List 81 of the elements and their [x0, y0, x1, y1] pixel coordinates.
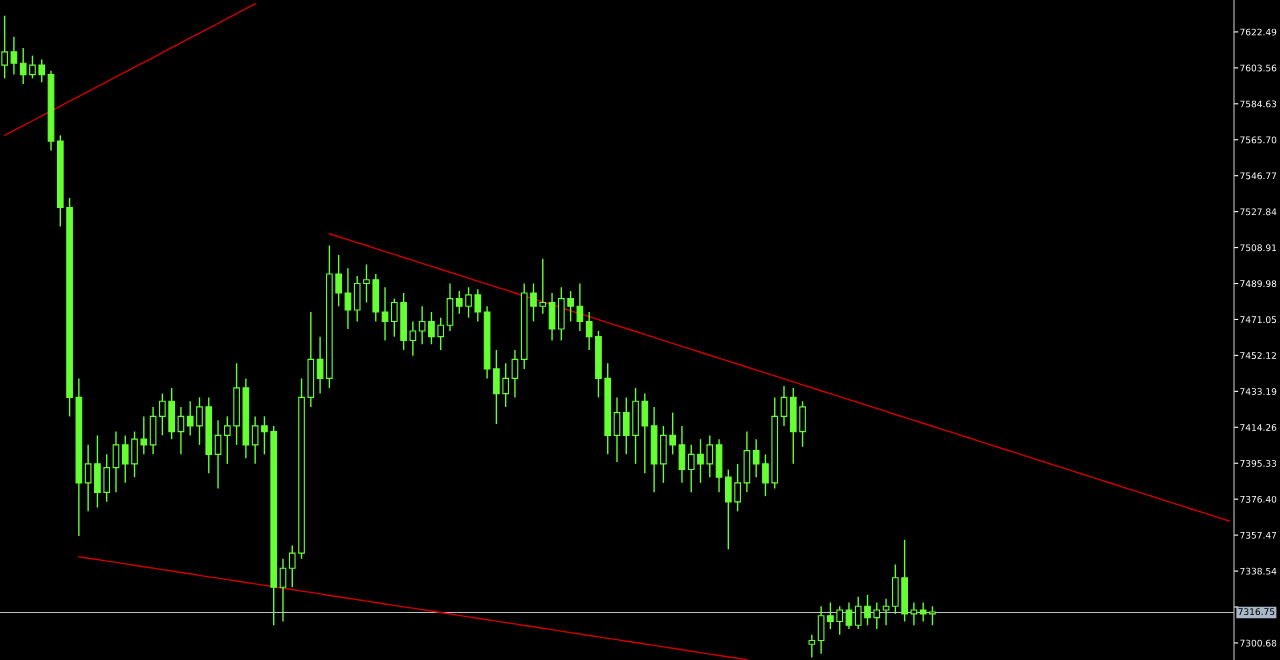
y-tick-label: 7357.47	[1240, 531, 1277, 539]
y-tick-label: 7546.77	[1240, 172, 1277, 180]
candlestick	[576, 282, 584, 332]
candlestick	[261, 415, 268, 456]
line-series	[3, 3, 256, 137]
y-tick-label: 7338.54	[1240, 567, 1277, 575]
y-tick-label: 7414.26	[1240, 424, 1277, 431]
candlestick	[288, 544, 296, 588]
candlestick	[780, 385, 788, 427]
candlestick	[465, 286, 472, 319]
candlestick	[882, 597, 890, 626]
candlestick	[929, 605, 936, 626]
candlestick	[585, 311, 593, 351]
y-tick-label: 7300.68	[1240, 639, 1277, 647]
candlestick	[390, 297, 398, 338]
candlestick	[418, 305, 426, 345]
candlestick	[121, 434, 129, 484]
candlestick	[29, 54, 36, 80]
candlestick	[177, 406, 185, 456]
candlestick	[697, 438, 704, 484]
candlestick	[1, 15, 8, 80]
line-series	[78, 556, 748, 660]
candlestick	[112, 430, 120, 494]
candlestick	[19, 47, 27, 85]
candlestick	[567, 290, 574, 323]
candlestick	[864, 594, 871, 626]
candlestick	[687, 444, 695, 494]
ref-line-label: 7316.75	[1238, 608, 1275, 616]
candlestick	[622, 396, 630, 456]
candlestick	[251, 415, 259, 465]
candlestick	[873, 601, 881, 630]
y-tick-label: 7452.12	[1240, 352, 1276, 359]
candlestick	[530, 282, 537, 323]
candlestick	[539, 258, 547, 315]
candlestick	[335, 254, 342, 307]
y-tick-label: 7433.19	[1240, 388, 1277, 395]
line-series	[328, 233, 1231, 522]
candlestick	[409, 320, 417, 357]
y-tick-label: 7395.33	[1240, 459, 1277, 467]
candlestick	[752, 438, 760, 478]
candlestick	[381, 286, 389, 342]
y-tick-label: 7376.40	[1240, 495, 1277, 503]
candlestick	[910, 601, 918, 626]
candlestick	[38, 58, 46, 83]
y-tick-label: 7508.91	[1240, 244, 1277, 252]
y-tick-label: 7584.63	[1240, 100, 1277, 108]
candlestick	[279, 558, 287, 623]
candlestick	[502, 362, 510, 408]
candlestick	[613, 396, 621, 463]
candlestick	[437, 316, 445, 351]
candlestick	[223, 415, 231, 465]
y-tick-label: 7603.56	[1240, 64, 1277, 72]
candlestick	[316, 335, 324, 395]
candlestick	[845, 601, 853, 630]
candlestick	[196, 396, 203, 446]
candlestick	[10, 35, 18, 76]
y-tick-label: 7471.05	[1240, 316, 1277, 324]
candlestick	[214, 419, 222, 490]
candlestick	[455, 290, 463, 315]
candlestick	[808, 634, 816, 659]
candlestick	[428, 311, 435, 345]
candlestick	[474, 288, 482, 323]
candlestick	[186, 400, 194, 437]
candlestick	[344, 267, 352, 330]
candlestick	[159, 392, 166, 437]
candlestick	[827, 601, 834, 630]
candlestick	[919, 601, 927, 623]
y-tick-label: 7565.70	[1240, 136, 1277, 144]
candlestick	[511, 349, 519, 399]
candlestick	[836, 605, 844, 636]
candlestick	[734, 463, 741, 513]
candlestick	[140, 415, 148, 456]
candlestick	[363, 263, 370, 304]
y-tick-label: 7489.98	[1240, 280, 1277, 288]
candlestick	[854, 596, 862, 630]
candlestick	[84, 444, 92, 513]
candlestick	[762, 453, 769, 497]
candlestick	[669, 411, 677, 456]
y-tick-label: 7527.84	[1240, 208, 1277, 216]
y-tick-label: 7622.49	[1240, 28, 1277, 36]
candlestick	[706, 434, 714, 478]
